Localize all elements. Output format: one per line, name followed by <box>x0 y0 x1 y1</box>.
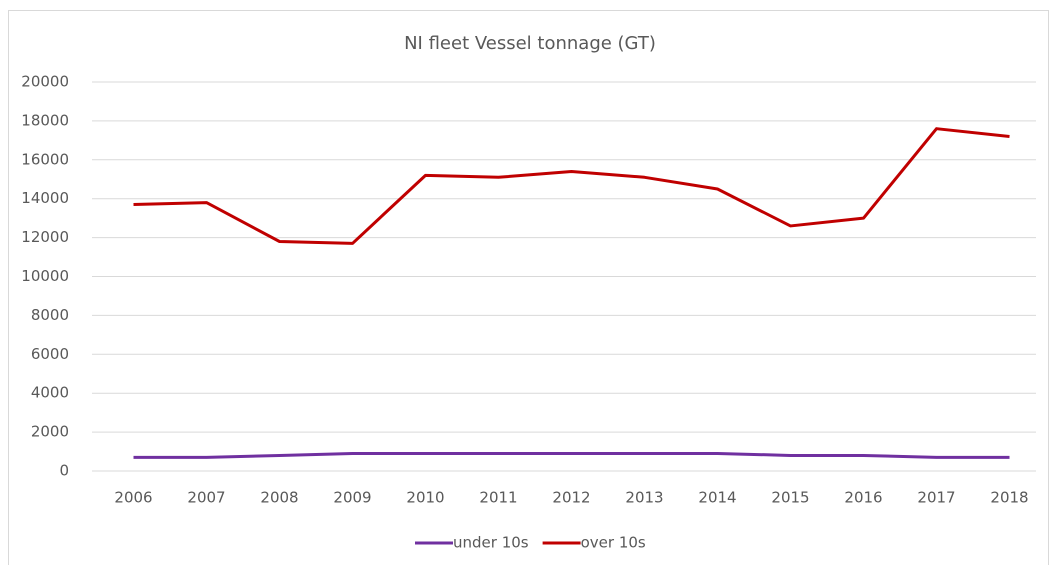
x-tick-label: 2011 <box>479 489 517 507</box>
x-tick-label: 2010 <box>406 489 444 507</box>
y-tick-label: 6000 <box>31 345 69 363</box>
y-tick-label: 4000 <box>31 384 69 402</box>
y-tick-label: 2000 <box>31 423 69 441</box>
y-tick-label: 18000 <box>21 111 69 129</box>
x-tick-label: 2017 <box>917 489 955 507</box>
y-tick-label: 20000 <box>21 73 69 91</box>
legend-label: under 10s <box>453 534 529 552</box>
y-tick-label: 0 <box>59 462 69 480</box>
x-tick-label: 2007 <box>187 489 225 507</box>
y-tick-label: 14000 <box>21 189 69 207</box>
x-tick-label: 2014 <box>698 489 736 507</box>
x-tick-label: 2018 <box>990 489 1028 507</box>
data-line <box>133 451 1010 459</box>
x-tick-label: 2008 <box>260 489 298 507</box>
x-tick-label: 2015 <box>771 489 809 507</box>
y-tick-label: 8000 <box>31 306 69 324</box>
legend: under 10s over 10s <box>415 534 646 552</box>
x-tick-label: 2013 <box>625 489 663 507</box>
y-tick-label: 12000 <box>21 228 69 246</box>
chart-frame <box>8 10 1049 565</box>
x-tick-label: 2006 <box>114 489 152 507</box>
data-line <box>133 127 1010 245</box>
x-tick-label: 2016 <box>844 489 882 507</box>
legend-label: over 10s <box>581 534 646 552</box>
chart-title: NI fleet Vessel tonnage (GT) <box>404 33 656 54</box>
x-tick-label: 2012 <box>552 489 590 507</box>
y-tick-label: 10000 <box>21 267 69 285</box>
x-tick-label: 2009 <box>333 489 371 507</box>
y-tick-label: 16000 <box>21 150 69 168</box>
